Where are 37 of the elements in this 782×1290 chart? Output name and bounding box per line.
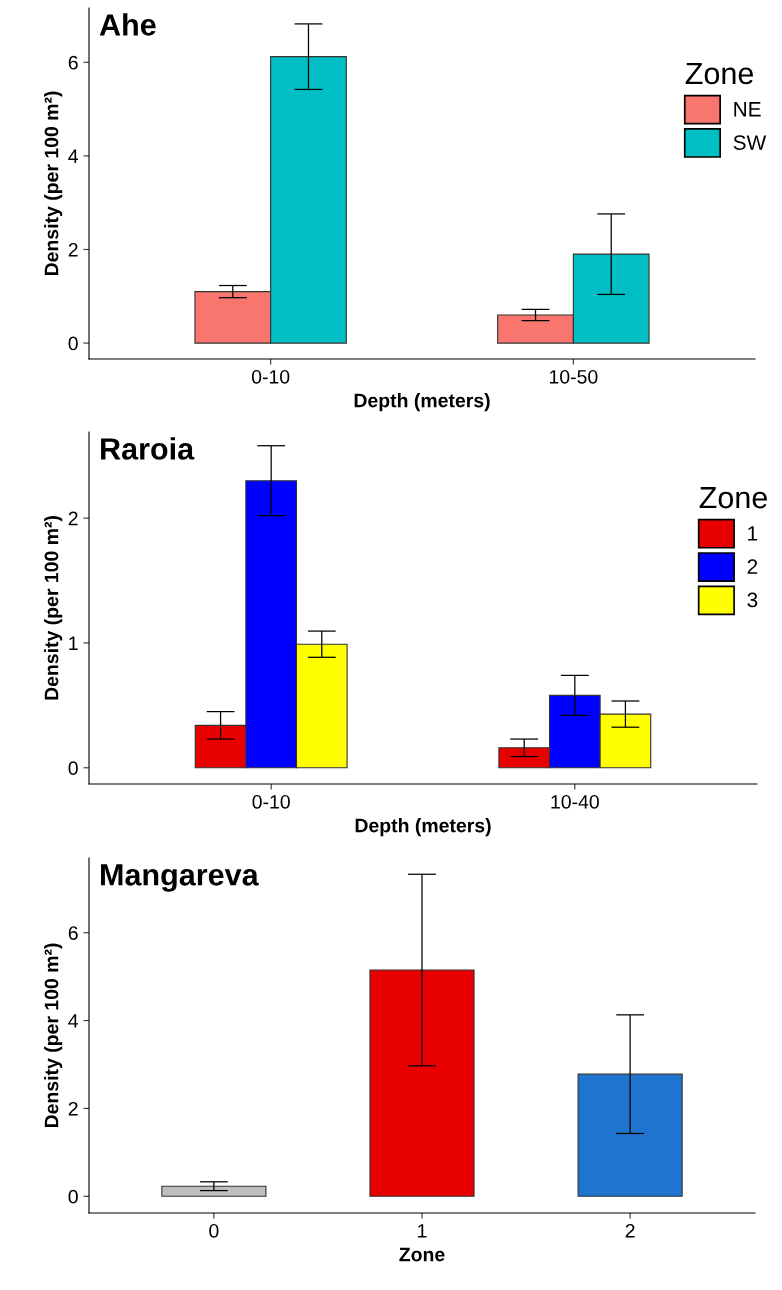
legend-label: NE bbox=[734, 102, 761, 117]
x-tick-label: 2 bbox=[625, 1223, 635, 1238]
y-axis-title: Density (per 100 m²) bbox=[44, 91, 63, 276]
x-axis-title: Depth (meters) bbox=[354, 393, 490, 412]
legend-title: Zone bbox=[699, 487, 767, 509]
y-tick-label: 6 bbox=[68, 926, 78, 940]
x-tick-label: 0-10 bbox=[252, 794, 290, 809]
legend-label: 2 bbox=[747, 559, 758, 574]
y-tick-label: 4 bbox=[68, 149, 79, 163]
chart-title: Raroia bbox=[101, 437, 195, 460]
x-axis-title: Depth (meters) bbox=[355, 818, 491, 837]
y-tick-label: 4 bbox=[68, 1014, 79, 1028]
y-tick-label: 0 bbox=[68, 1189, 78, 1204]
legend-label: 3 bbox=[747, 592, 758, 608]
y-tick-label: 2 bbox=[68, 511, 78, 526]
legend-title: Zone bbox=[685, 62, 754, 85]
chart-title: Ahe bbox=[99, 13, 156, 36]
x-tick-label: 10-50 bbox=[549, 369, 598, 384]
x-tick-label: 0-10 bbox=[251, 369, 290, 384]
y-tick-label: 2 bbox=[68, 1101, 78, 1116]
x-tick-label: 10-40 bbox=[551, 794, 599, 809]
chart-title: Mangareva bbox=[101, 864, 259, 892]
bar bbox=[161, 1185, 267, 1197]
bar bbox=[369, 969, 475, 1197]
y-axis-title: Density (per 100 m²) bbox=[44, 516, 63, 700]
y-tick-label: 0 bbox=[68, 761, 78, 776]
legend-label: 1 bbox=[748, 526, 758, 541]
y-axis-title: Density (per 100 m²) bbox=[44, 943, 63, 1128]
x-tick-label: 1 bbox=[418, 1224, 427, 1238]
y-tick-label: 1 bbox=[69, 636, 78, 650]
y-tick-label: 0 bbox=[68, 336, 78, 351]
legend-label: SW bbox=[733, 135, 767, 150]
y-tick-label: 2 bbox=[68, 242, 78, 257]
y-tick-label: 6 bbox=[68, 55, 78, 70]
bar bbox=[577, 1073, 683, 1197]
x-axis-title: Zone bbox=[399, 1247, 445, 1262]
x-tick-label: 0 bbox=[209, 1223, 219, 1238]
